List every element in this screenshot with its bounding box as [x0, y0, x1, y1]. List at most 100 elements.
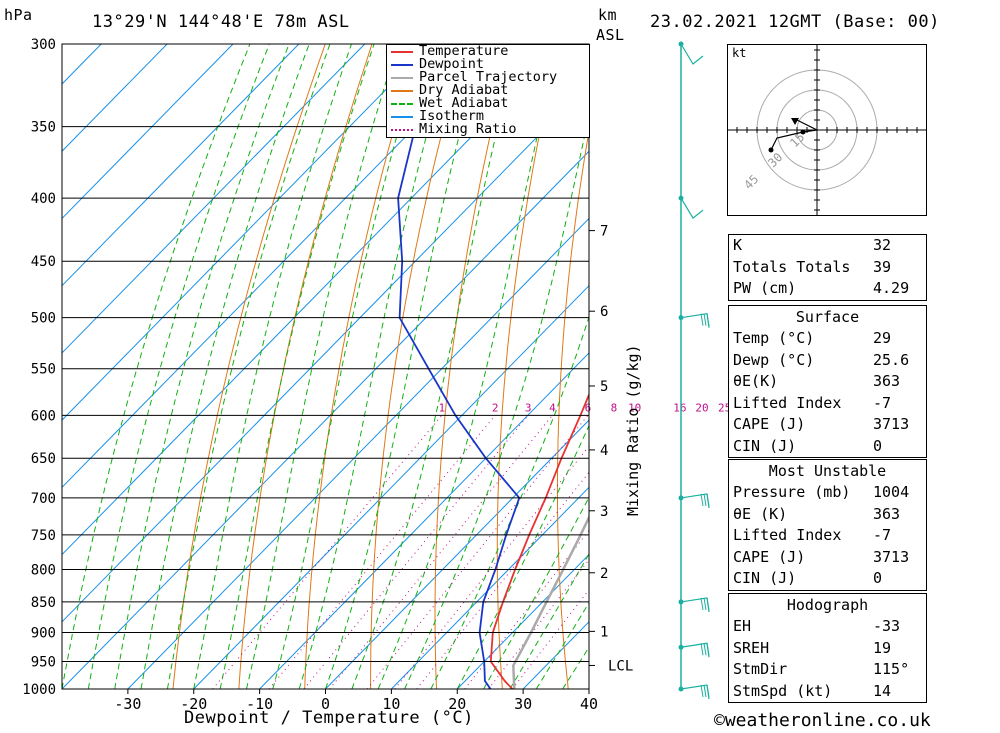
height-tick-label: 4	[600, 443, 608, 459]
wet-adiabat-line	[87, 44, 270, 689]
pressure-tick-label: 900	[31, 626, 56, 642]
dry-adiabat-line	[931, 7, 1000, 715]
row-key: Dewp (°C)	[733, 350, 815, 369]
table-row: Temp (°C) 29	[729, 328, 926, 350]
wet-adiabat-line	[166, 44, 331, 689]
isotherm-line	[62, 44, 431, 421]
row-value: 0	[873, 569, 883, 587]
wet-adiabat-line	[62, 44, 251, 689]
series-parcel-trajectory	[512, 514, 589, 689]
legend-swatch	[391, 129, 413, 131]
mixing-ratio-line	[268, 414, 496, 689]
row-value: 4.29	[873, 279, 910, 297]
row-value: 363	[873, 372, 901, 390]
hodograph-table: Hodograph EH -33 SREH 19 StmDir 115° StmSpd (k…	[728, 593, 927, 703]
dry-adiabat-line	[172, 44, 326, 689]
mixing-ratio-label: 4	[549, 401, 556, 414]
table-row: Lifted Index -7	[729, 525, 926, 547]
row-value: 32	[873, 236, 892, 254]
row-key: StmSpd (kt)	[733, 681, 833, 700]
row-key: StmDir	[733, 660, 788, 678]
height-tick-label: 5	[600, 379, 608, 395]
x-tick-label: 30	[514, 695, 532, 713]
legend-item: Mixing Ratio	[387, 121, 589, 137]
mixing-ratio-label: 6	[585, 401, 592, 414]
table-row: StmDir 115°	[729, 659, 926, 681]
dry-adiabat-line	[672, 7, 705, 715]
isotherm-line	[259, 352, 589, 689]
most-unstable-title: Most Unstable	[768, 462, 887, 480]
height-tick-label: 7	[600, 224, 608, 240]
table-row: CIN (J) 0	[729, 568, 926, 590]
legend-label: Mixing Ratio	[419, 121, 517, 137]
row-value: 14	[873, 681, 892, 700]
isotherm-line	[62, 44, 168, 152]
row-key: CAPE (J)	[733, 547, 806, 566]
row-value: 29	[873, 329, 892, 347]
legend-swatch	[391, 116, 413, 118]
mixing-ratio-axis-title: Mixing Ratio (g/kg)	[624, 344, 642, 516]
pressure-tick-label: 850	[31, 595, 56, 611]
location-label: 13°29'N 144°48'E 78m ASL	[92, 12, 350, 32]
height-tick-label: 6	[600, 304, 608, 320]
legend-label: Dry Adiabat	[419, 82, 509, 98]
isotherm-line	[391, 486, 589, 689]
row-value: -33	[873, 617, 901, 635]
x-tick-label: -10	[246, 695, 273, 713]
dry-adiabat-line	[370, 44, 466, 689]
mixing-ratio-label: 16	[673, 401, 686, 414]
indices-table: K 32 Totals Totals 39 PW (cm) 4.29	[728, 234, 927, 301]
isotherm-line	[325, 419, 589, 689]
row-key: CAPE (J)	[733, 415, 806, 433]
x-tick-label: 40	[580, 695, 598, 713]
table-row: CAPE (J) 3713	[729, 414, 926, 436]
wet-adiabat-line	[219, 44, 375, 689]
legend-label: Dewpoint	[419, 56, 485, 72]
row-value: -7	[873, 526, 892, 544]
copyright-link[interactable]: ©weatheronline.co.uk	[714, 710, 931, 731]
table-row: StmSpd (kt) 14	[729, 681, 926, 703]
isotherm-line	[62, 44, 497, 489]
pressure-tick-label: 300	[31, 37, 56, 53]
legend-item: Wet Adiabat	[387, 96, 589, 110]
table-row: Pressure (mb) 1004	[729, 482, 926, 504]
legend-item: Temperature	[387, 43, 589, 59]
pressure-tick-label: 1000	[22, 682, 56, 698]
isotherm-line	[62, 44, 366, 354]
legend-item: Dewpoint	[387, 56, 589, 72]
row-value: 3713	[873, 415, 910, 433]
mixing-ratio-label: 8	[611, 401, 618, 414]
row-value: 115°	[873, 660, 910, 678]
legend-item: Parcel Trajectory	[387, 70, 589, 84]
isotherm-line	[62, 44, 300, 287]
row-value: 0	[873, 436, 883, 455]
isotherm-line	[62, 83, 589, 623]
mixing-ratio-line	[329, 414, 553, 689]
series-dewpoint	[397, 44, 521, 689]
table-row: SREH 19	[729, 638, 926, 660]
isotherm-line	[62, 44, 563, 556]
legend-label: Temperature	[419, 43, 509, 59]
legend-swatch	[391, 51, 413, 53]
mixing-ratio-label: 20	[695, 401, 708, 414]
hodograph-unit: kt	[732, 46, 746, 60]
row-key: Lifted Index	[733, 526, 842, 544]
datetime-label: 23.02.2021 12GMT (Base: 00)	[650, 12, 940, 32]
isotherm-line	[62, 44, 234, 220]
wet-adiabat-line	[430, 315, 589, 689]
pressure-tick-label: 350	[31, 120, 56, 136]
row-key: K	[733, 236, 743, 254]
row-key: EH	[733, 617, 752, 635]
row-value: 1004	[873, 483, 910, 501]
table-row: Totals Totals 39	[729, 257, 926, 279]
x-tick-label: 10	[382, 695, 400, 713]
table-row: θE(K) 363	[729, 371, 926, 393]
table-row: PW (cm) 4.29	[729, 278, 926, 300]
row-value: 39	[873, 257, 892, 276]
hpa-unit-label: hPa	[4, 6, 33, 24]
pressure-tick-label: 450	[31, 254, 56, 270]
x-tick-label: -20	[180, 695, 207, 713]
mixing-ratio-line	[488, 558, 589, 689]
row-key: θE(K)	[733, 372, 779, 390]
